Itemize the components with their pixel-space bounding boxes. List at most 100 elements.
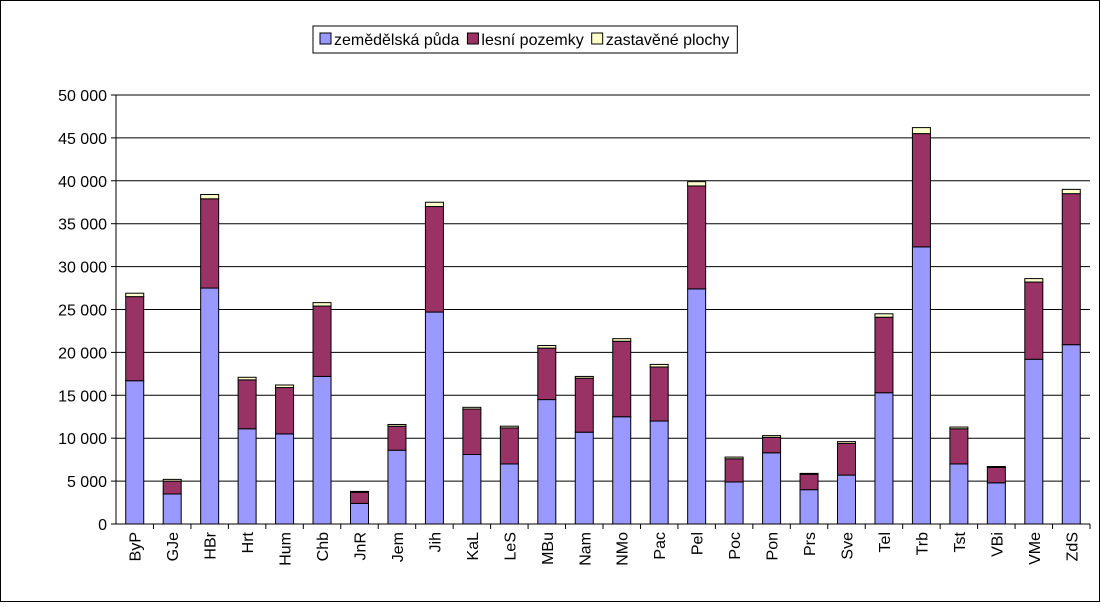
y-tick-label: 5 000 bbox=[67, 474, 107, 491]
legend-label: zastavěné plochy bbox=[606, 32, 730, 49]
bar-segment bbox=[612, 340, 632, 418]
bar-segment bbox=[911, 127, 931, 135]
x-tick-label: VBi bbox=[989, 532, 1006, 557]
bar-segment bbox=[499, 425, 519, 429]
x-tick-label: VMe bbox=[1027, 532, 1044, 565]
bar-segment bbox=[837, 474, 856, 525]
bar-segment bbox=[724, 481, 744, 525]
x-tick-label: Nam bbox=[577, 532, 594, 566]
bar-segment bbox=[1061, 193, 1081, 346]
x-tick-label: LeS bbox=[502, 532, 519, 560]
x-tick-label: Sve bbox=[840, 532, 857, 560]
legend-label: zemědělská půda bbox=[334, 31, 460, 49]
bar-segment bbox=[687, 185, 707, 290]
legend-swatch bbox=[591, 32, 604, 45]
bar-segment bbox=[649, 420, 669, 525]
bar-segment bbox=[1061, 344, 1081, 525]
bar-segment bbox=[574, 377, 594, 433]
bar-segment bbox=[537, 345, 557, 349]
x-tick-label: GJe bbox=[165, 532, 182, 561]
x-tick-label: Tel bbox=[877, 532, 894, 552]
x-tick-label: Trb bbox=[914, 532, 931, 556]
x-tick-label: KaL bbox=[465, 532, 482, 561]
bar-segment bbox=[612, 416, 632, 525]
bar-segment bbox=[162, 493, 182, 525]
x-tick-label: Jih bbox=[427, 532, 444, 552]
bar-segment bbox=[1061, 188, 1081, 195]
bar-segment bbox=[986, 482, 1006, 525]
bar-segment bbox=[874, 316, 894, 394]
y-tick-label: 50 000 bbox=[58, 88, 107, 105]
x-tick-label: Pac bbox=[652, 532, 669, 560]
x-tick-label: Prs bbox=[802, 532, 819, 556]
bar-segment bbox=[424, 201, 444, 208]
bar-segment bbox=[275, 387, 295, 435]
y-tick-label: 25 000 bbox=[58, 303, 107, 320]
x-tick-label: JnR bbox=[353, 532, 370, 560]
bar-segment bbox=[986, 466, 1006, 484]
bar-segment bbox=[424, 206, 444, 313]
x-tick-label: MBu bbox=[540, 532, 557, 565]
x-tick-label: NMo bbox=[615, 532, 632, 566]
bar-segment bbox=[799, 473, 819, 491]
bar-segment bbox=[387, 425, 407, 451]
bar-segment bbox=[237, 376, 257, 381]
bar-segment bbox=[724, 458, 744, 483]
bar-segment bbox=[162, 480, 182, 495]
bar-segment bbox=[237, 379, 257, 430]
bar-segment bbox=[762, 435, 782, 438]
bar-segment bbox=[837, 442, 856, 476]
bar-segment bbox=[537, 347, 557, 401]
bar-segment bbox=[200, 194, 220, 200]
y-tick-label: 0 bbox=[98, 517, 107, 534]
bar-segment bbox=[762, 436, 782, 454]
bar-segment bbox=[424, 311, 444, 525]
bar-segment bbox=[312, 302, 332, 307]
bar-segment bbox=[350, 491, 369, 504]
bar-segment bbox=[200, 287, 220, 525]
bar-segment bbox=[911, 246, 931, 525]
bar-segment bbox=[312, 375, 332, 525]
x-tick-label: Jem bbox=[390, 532, 407, 562]
y-tick-label: 45 000 bbox=[58, 131, 107, 148]
bar-segment bbox=[275, 384, 295, 389]
y-tick-label: 15 000 bbox=[58, 388, 107, 405]
bar-segment bbox=[275, 433, 295, 525]
y-tick-label: 40 000 bbox=[58, 174, 107, 191]
bar-segment bbox=[724, 456, 744, 460]
x-tick-label: ZdS bbox=[1064, 532, 1081, 561]
bar-segment bbox=[125, 296, 145, 382]
bar-segment bbox=[350, 490, 369, 493]
bar-segment bbox=[312, 305, 332, 377]
bar-segment bbox=[762, 452, 782, 525]
bar-segment bbox=[537, 399, 557, 525]
bar-segment bbox=[874, 392, 894, 525]
bar-segment bbox=[462, 454, 482, 525]
bar-segment bbox=[162, 478, 182, 482]
bar-segment bbox=[574, 431, 594, 525]
legend-box bbox=[312, 25, 738, 54]
bar-segment bbox=[574, 375, 594, 379]
bar-segment bbox=[499, 427, 519, 465]
bar-segment bbox=[949, 428, 969, 465]
x-tick-label: Pon bbox=[765, 532, 782, 560]
bar-segment bbox=[200, 198, 220, 289]
x-tick-label: Hum bbox=[278, 532, 295, 566]
bar-segment bbox=[387, 449, 407, 525]
bar-segment bbox=[649, 366, 669, 422]
bar-segment bbox=[986, 466, 1006, 468]
bar-segment bbox=[649, 363, 669, 368]
x-tick-label: ByP bbox=[128, 532, 145, 561]
bar-segment bbox=[799, 489, 819, 525]
bar-segment bbox=[687, 181, 707, 187]
bar-segment bbox=[949, 426, 969, 430]
bar-segment bbox=[1024, 278, 1044, 283]
bar-segment bbox=[837, 441, 856, 444]
bar-segment bbox=[125, 380, 145, 525]
y-tick-label: 35 000 bbox=[58, 217, 107, 234]
y-tick-label: 20 000 bbox=[58, 345, 107, 362]
x-tick-label: HBr bbox=[203, 531, 220, 559]
legend-label: lesní pozemky bbox=[481, 32, 583, 49]
bar-segment bbox=[462, 406, 482, 410]
